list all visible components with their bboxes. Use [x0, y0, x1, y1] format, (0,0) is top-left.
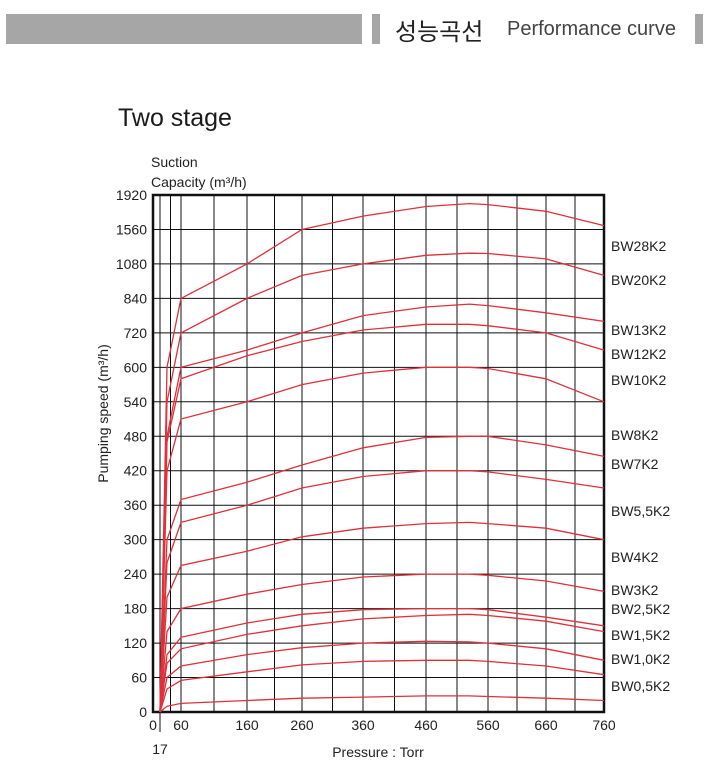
series-label: BW1,5K2 — [611, 627, 670, 643]
y-tick-label: 360 — [124, 497, 148, 513]
x-tick-label: 760 — [592, 717, 616, 733]
top-axis-label-line2: Capacity (m³/h) — [151, 174, 247, 190]
series-label: BW13K2 — [611, 322, 666, 338]
y-tick-label: 1080 — [116, 256, 147, 272]
x-tick-label: 460 — [414, 717, 438, 733]
series-line — [159, 252, 605, 713]
top-axis-label-line1: Suction — [151, 154, 198, 170]
x-tick-label: 360 — [351, 717, 375, 733]
x-tick-label: 60 — [173, 717, 189, 733]
series-label: BW28K2 — [611, 238, 666, 254]
series-line — [159, 470, 605, 713]
series-line — [159, 521, 605, 713]
series-line — [159, 695, 605, 713]
series-label: BW5,5K2 — [611, 503, 670, 519]
series-label: BW7K2 — [611, 456, 659, 472]
y-tick-label: 1920 — [116, 187, 147, 203]
x-extra-tick-label: 17 — [152, 741, 168, 757]
header-title-korean: 성능곡선 — [395, 18, 484, 46]
x-axis-label: Pressure : Torr — [332, 744, 424, 760]
header-divider — [372, 14, 380, 44]
series-line — [159, 640, 605, 713]
series-label: BW1,0K2 — [611, 651, 670, 667]
plot-frame — [151, 193, 606, 714]
series-line — [159, 573, 605, 713]
y-tick-label: 840 — [124, 290, 148, 306]
series-line — [159, 202, 605, 713]
x-tick-label: 160 — [235, 717, 259, 733]
header-title-english: Performance curve — [507, 18, 676, 40]
x-tick-label: 560 — [476, 717, 500, 733]
y-tick-label: 0 — [139, 704, 147, 720]
y-tick-label: 120 — [124, 635, 148, 651]
series-label: BW12K2 — [611, 346, 666, 362]
series-label: BW10K2 — [611, 372, 666, 388]
y-tick-label: 180 — [124, 601, 148, 617]
chart-title: Two stage — [118, 104, 232, 132]
x-tick-label: 0 — [149, 717, 157, 733]
y-tick-label: 300 — [124, 532, 148, 548]
series-line — [159, 607, 605, 713]
y-tick-label: 420 — [124, 463, 148, 479]
series-line — [159, 435, 605, 713]
y-tick-label: 720 — [124, 325, 148, 341]
y-tick-label: 60 — [131, 670, 147, 686]
header-end-marker — [695, 14, 703, 44]
x-tick-label: 260 — [290, 717, 314, 733]
series-line — [159, 303, 605, 713]
y-tick-label: 1560 — [116, 221, 147, 237]
series-label: BW2,5K2 — [611, 601, 670, 617]
series-label: BW20K2 — [611, 272, 666, 288]
series-label: BW4K2 — [611, 549, 659, 565]
series-label: BW8K2 — [611, 427, 659, 443]
y-axis-label: Pumping speed (m³/h) — [95, 344, 111, 483]
x-tick-label: 660 — [534, 717, 558, 733]
series-label: BW3K2 — [611, 582, 659, 598]
y-tick-label: 600 — [124, 359, 148, 375]
series-line — [159, 366, 605, 713]
y-tick-label: 480 — [124, 428, 148, 444]
series-line — [159, 613, 605, 713]
y-tick-label: 540 — [124, 394, 148, 410]
series-line — [159, 659, 605, 713]
y-tick-label: 240 — [124, 566, 148, 582]
series-label: BW0,5K2 — [611, 678, 670, 694]
header-bar — [6, 14, 362, 44]
series-line — [159, 323, 605, 713]
